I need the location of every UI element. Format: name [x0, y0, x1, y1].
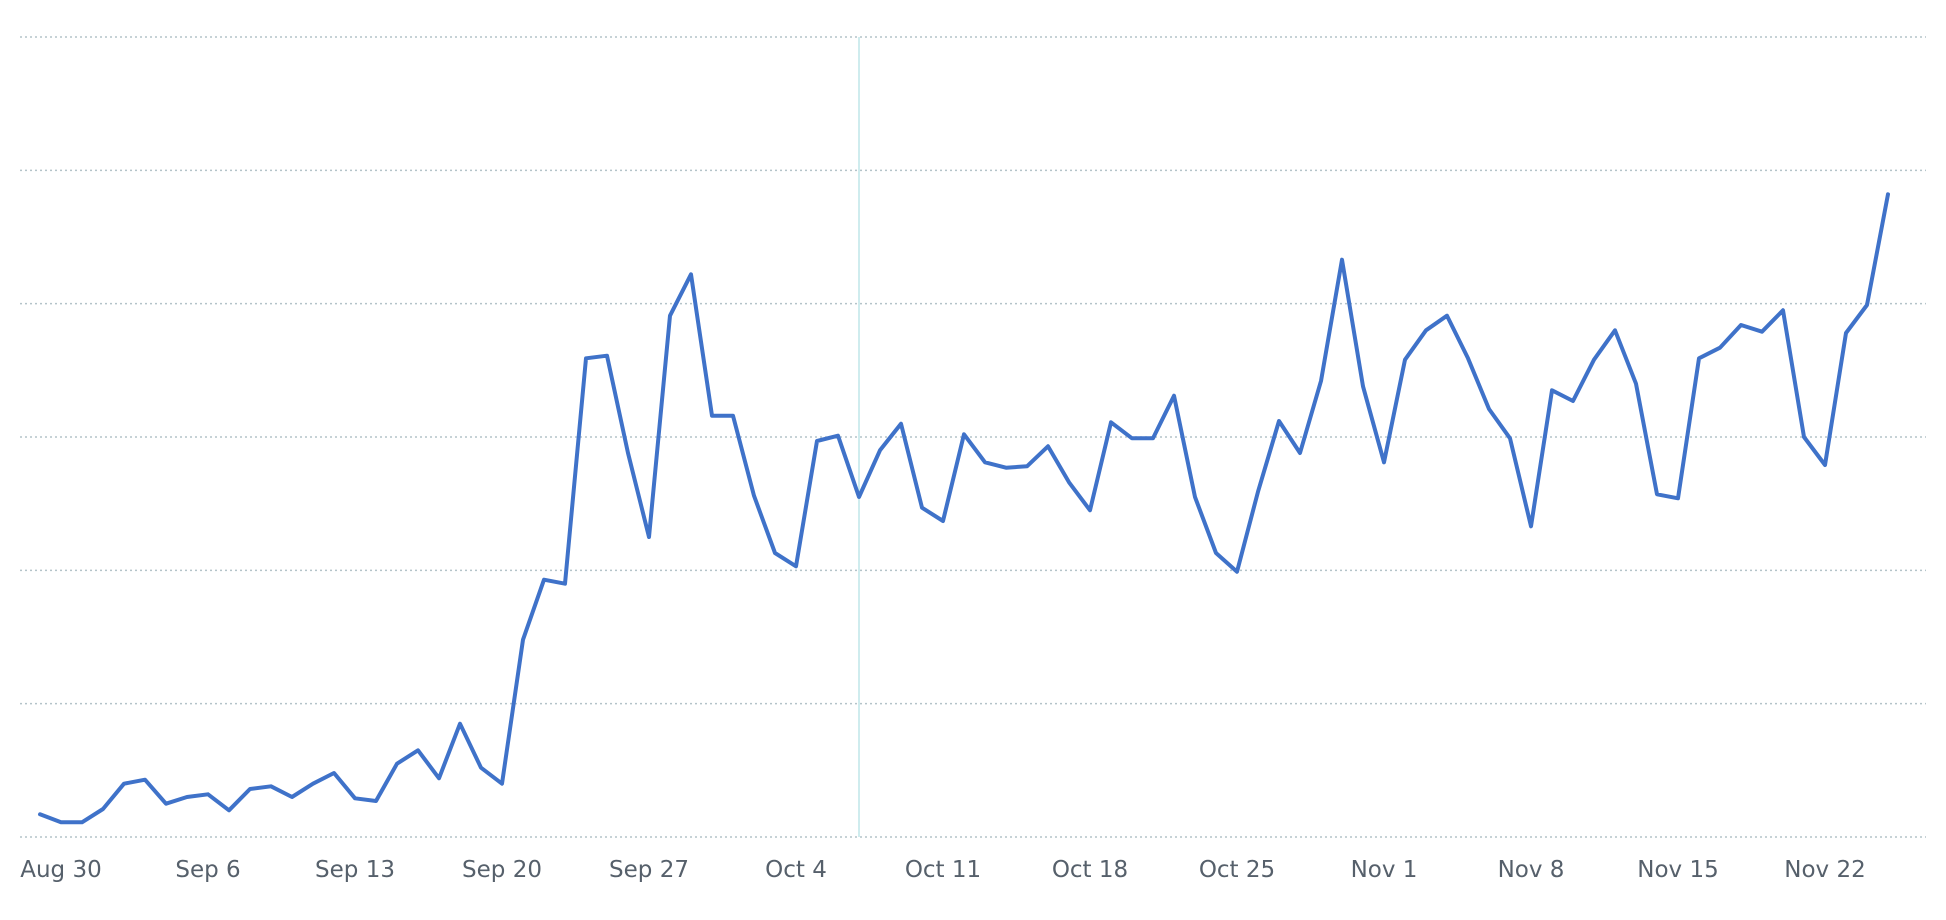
- x-tick-label: Sep 13: [315, 857, 395, 883]
- x-tick-label: Aug 30: [20, 857, 102, 883]
- series-layer: [38, 192, 1890, 825]
- x-tick-label: Sep 20: [462, 857, 542, 883]
- series-line: [38, 192, 1890, 825]
- gridlines: [20, 36, 1926, 838]
- x-tick-label: Nov 8: [1498, 857, 1565, 883]
- x-tick-label: Sep 27: [609, 857, 689, 883]
- x-tick-label: Nov 1: [1351, 857, 1418, 883]
- x-tick-label: Oct 25: [1199, 857, 1275, 883]
- x-axis: Aug 30 Sep 6 Sep 13 Sep 20 Sep 27 Oct 4 Oct 11…: [20, 857, 1865, 883]
- x-tick-label: Oct 4: [765, 857, 827, 883]
- x-tick-label: Oct 18: [1052, 857, 1128, 883]
- x-tick-label: Nov 22: [1784, 857, 1865, 883]
- x-tick-label: Oct 11: [905, 857, 981, 883]
- x-tick-label: Sep 6: [175, 857, 240, 883]
- x-tick-label: Nov 15: [1637, 857, 1718, 883]
